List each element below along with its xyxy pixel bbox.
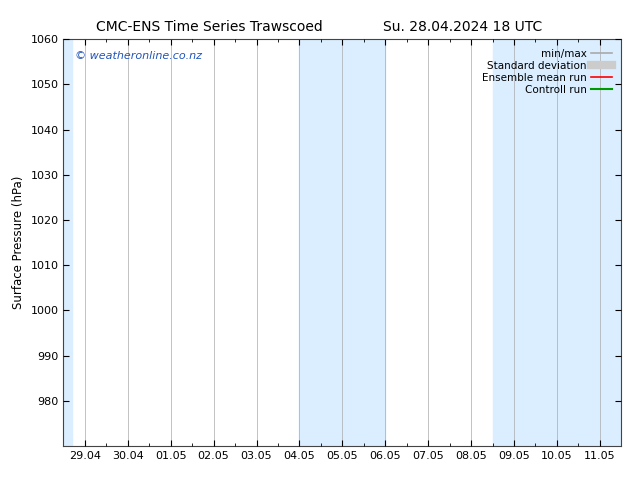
Y-axis label: Surface Pressure (hPa): Surface Pressure (hPa) bbox=[12, 176, 25, 309]
Text: © weatheronline.co.nz: © weatheronline.co.nz bbox=[75, 51, 202, 61]
Bar bbox=[63, 39, 72, 446]
Text: Su. 28.04.2024 18 UTC: Su. 28.04.2024 18 UTC bbox=[383, 20, 543, 34]
Legend: min/max, Standard deviation, Ensemble mean run, Controll run: min/max, Standard deviation, Ensemble me… bbox=[478, 45, 616, 99]
Bar bbox=[493, 39, 621, 446]
Bar bbox=[299, 39, 385, 446]
Text: CMC-ENS Time Series Trawscoed: CMC-ENS Time Series Trawscoed bbox=[96, 20, 323, 34]
